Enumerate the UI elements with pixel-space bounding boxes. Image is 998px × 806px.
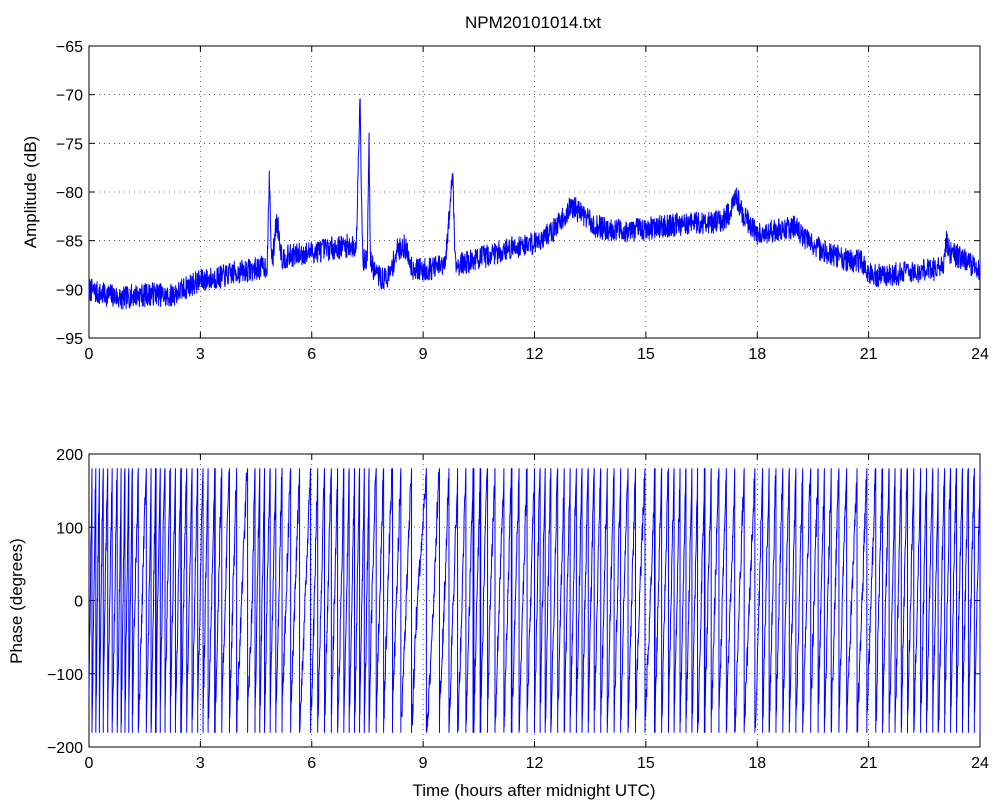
x-tick-label: 21 bbox=[860, 755, 878, 772]
x-tick-label: 0 bbox=[85, 346, 94, 363]
phase-y-axis-label: Phase (degrees) bbox=[7, 538, 26, 664]
y-tick-label: −200 bbox=[47, 740, 83, 757]
x-tick-label: 18 bbox=[748, 346, 766, 363]
y-tick-label: 100 bbox=[56, 520, 83, 537]
y-tick-label: −70 bbox=[56, 88, 83, 105]
x-tick-label: 9 bbox=[419, 346, 428, 363]
amplitude-series-line bbox=[88, 98, 981, 310]
x-tick-label: 6 bbox=[307, 755, 316, 772]
amplitude-y-axis-label: Amplitude (dB) bbox=[21, 136, 40, 248]
y-tick-label: 0 bbox=[74, 594, 83, 611]
x-tick-label: 15 bbox=[637, 755, 655, 772]
x-tick-label: 0 bbox=[85, 755, 94, 772]
x-tick-label: 3 bbox=[196, 755, 205, 772]
phase-axes: 0 3 6 9 12 15 18 21 24 200 100 0 −100 −200 Phase (de… bbox=[7, 447, 989, 800]
y-tick-label: −100 bbox=[47, 667, 83, 684]
y-tick-label: −85 bbox=[56, 234, 83, 251]
x-tick-label: 24 bbox=[971, 346, 989, 363]
chart-title: NPM20101014.txt bbox=[465, 13, 601, 32]
x-tick-label: 15 bbox=[637, 346, 655, 363]
amplitude-y-tick-labels: −65 −70 −75 −80 −85 −90 −95 bbox=[56, 39, 83, 348]
phase-x-axis-label: Time (hours after midnight UTC) bbox=[412, 781, 655, 800]
x-tick-label: 12 bbox=[526, 346, 544, 363]
x-tick-label: 12 bbox=[526, 755, 544, 772]
amplitude-axes: 0 3 6 9 12 15 18 21 24 −65 −70 −75 −80 −85 −90 −95 Amp… bbox=[21, 39, 989, 363]
y-tick-label: −75 bbox=[56, 136, 83, 153]
y-tick-label: −65 bbox=[56, 39, 83, 56]
amplitude-ticks bbox=[88, 45, 981, 339]
x-tick-label: 21 bbox=[860, 346, 878, 363]
x-tick-label: 9 bbox=[419, 755, 428, 772]
amplitude-x-tick-labels: 0 3 6 9 12 15 18 21 24 bbox=[85, 346, 989, 363]
x-tick-label: 3 bbox=[196, 346, 205, 363]
x-tick-label: 24 bbox=[971, 755, 989, 772]
phase-y-tick-labels: 200 100 0 −100 −200 bbox=[47, 447, 83, 757]
y-tick-label: −90 bbox=[56, 282, 83, 299]
y-tick-label: 200 bbox=[56, 447, 83, 464]
x-tick-label: 18 bbox=[748, 755, 766, 772]
y-tick-label: −95 bbox=[56, 331, 83, 348]
phase-series-line bbox=[88, 468, 981, 733]
phase-x-tick-labels: 0 3 6 9 12 15 18 21 24 bbox=[85, 755, 989, 772]
x-tick-label: 6 bbox=[307, 346, 316, 363]
y-tick-label: −80 bbox=[56, 185, 83, 202]
